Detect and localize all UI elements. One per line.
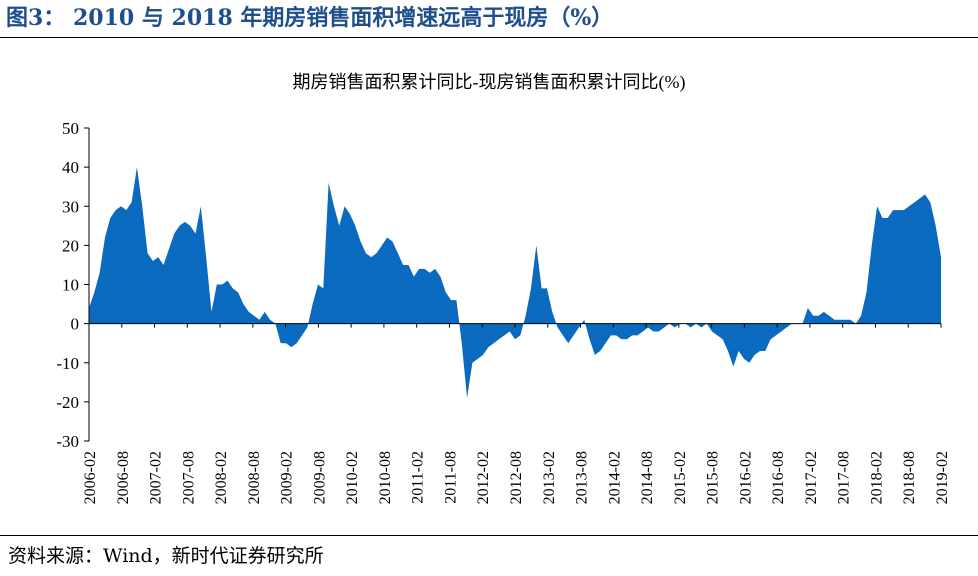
x-tick-label: 2018-02 bbox=[868, 451, 885, 504]
x-tick-label: 2015-08 bbox=[705, 451, 722, 504]
x-tick-label: 2010-02 bbox=[344, 451, 361, 504]
y-tick-label: 10 bbox=[62, 276, 79, 295]
x-tick-label: 2012-08 bbox=[508, 451, 525, 504]
x-tick-label: 2014-02 bbox=[606, 451, 623, 504]
chart-title: 期房销售面积累计同比-现房销售面积累计同比(%) bbox=[293, 72, 686, 93]
x-tick-label: 2016-08 bbox=[770, 451, 787, 504]
x-tick-label: 2008-02 bbox=[213, 451, 230, 504]
x-tick-label: 2012-02 bbox=[475, 451, 492, 504]
y-tick-label: 40 bbox=[62, 158, 79, 177]
x-tick-label: 2006-08 bbox=[115, 451, 132, 504]
x-tick-label: 2006-02 bbox=[82, 451, 99, 504]
x-tick-label: 2018-08 bbox=[901, 451, 918, 504]
y-tick-label: 0 bbox=[71, 315, 80, 334]
x-tick-label: 2010-08 bbox=[377, 451, 394, 504]
x-tick-label: 2009-08 bbox=[311, 451, 328, 504]
y-axis: 50 40 30 20 10 0 -10 -20 -30 bbox=[56, 119, 90, 451]
x-tick-label: 2008-08 bbox=[246, 451, 263, 504]
top-rule bbox=[0, 37, 978, 38]
source-note: 资料来源：Wind，新时代证券研究所 bbox=[8, 545, 324, 567]
x-tick-label: 2007-02 bbox=[148, 451, 165, 504]
chart: 期房销售面积累计同比-现房销售面积累计同比(%) 50 40 30 20 10 0 -10 -… bbox=[56, 72, 951, 504]
x-tick-label: 2017-08 bbox=[836, 451, 853, 504]
y-tick-label: 20 bbox=[62, 236, 79, 255]
x-tick-label: 2015-02 bbox=[672, 451, 689, 504]
x-axis: 2006-02 2006-08 2007-02 2007-08 2008-02 2008-… bbox=[82, 323, 951, 504]
x-tick-label: 2011-08 bbox=[442, 451, 459, 504]
series-area bbox=[89, 167, 941, 398]
bottom-rule bbox=[0, 535, 978, 536]
x-tick-label: 2016-02 bbox=[737, 451, 754, 504]
y-tick-label: -10 bbox=[56, 354, 79, 373]
x-tick-label: 2019-02 bbox=[934, 451, 951, 504]
x-tick-label: 2009-02 bbox=[279, 451, 296, 504]
x-tick-label: 2013-08 bbox=[574, 451, 591, 504]
y-tick-label: -30 bbox=[56, 432, 79, 451]
y-tick-label: 30 bbox=[62, 197, 79, 216]
x-tick-label: 2007-08 bbox=[180, 451, 197, 504]
x-tick-label: 2017-02 bbox=[803, 451, 820, 504]
x-tick-label: 2013-02 bbox=[541, 451, 558, 504]
y-tick-label: -20 bbox=[56, 393, 79, 412]
x-tick-label: 2014-08 bbox=[639, 451, 656, 504]
y-tick-label: 50 bbox=[62, 119, 79, 138]
plot-area bbox=[89, 167, 941, 398]
x-tick-label: 2011-02 bbox=[410, 451, 427, 504]
figure-title: 图3： 2010 与 2018 年期房销售面积增速远高于现房（%） bbox=[6, 5, 614, 31]
